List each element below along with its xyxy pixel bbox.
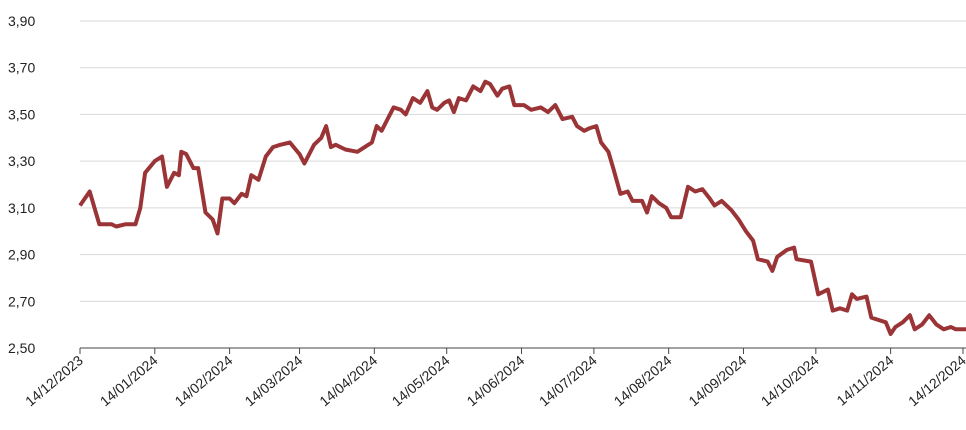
line (78, 79, 966, 336)
x-tick-label: 14/10/2024 (758, 352, 822, 409)
x-tick-label: 14/07/2024 (536, 352, 600, 409)
y-tick-label: 3,10 (8, 200, 35, 216)
x-tick-label: 14/12/2023 (22, 352, 86, 409)
y-tick-label: 2,50 (8, 340, 35, 356)
y-tick-label: 2,90 (8, 247, 35, 263)
x-tick-label: 14/06/2024 (463, 352, 527, 409)
x-tick-label: 14/02/2024 (172, 352, 236, 409)
x-tick-label: 14/03/2024 (242, 352, 306, 409)
x-tick-label: 14/11/2024 (833, 352, 896, 409)
y-tick-label: 2,70 (8, 293, 35, 309)
x-tick-label: 14/01/2024 (97, 352, 161, 409)
x-tick-label: 14/08/2024 (611, 352, 675, 409)
y-tick-label: 3,30 (8, 153, 35, 169)
y-tick-label: 3,90 (8, 13, 35, 29)
y-tick-label: 3,70 (8, 60, 35, 76)
x-tick-label: 14/05/2024 (389, 352, 453, 409)
x-tick-label: 14/09/2024 (685, 352, 749, 409)
y-tick-label: 3,50 (8, 106, 35, 122)
x-tick-label: 14/12/2024 (905, 352, 966, 409)
x-tick-label: 14/04/2024 (316, 352, 380, 409)
